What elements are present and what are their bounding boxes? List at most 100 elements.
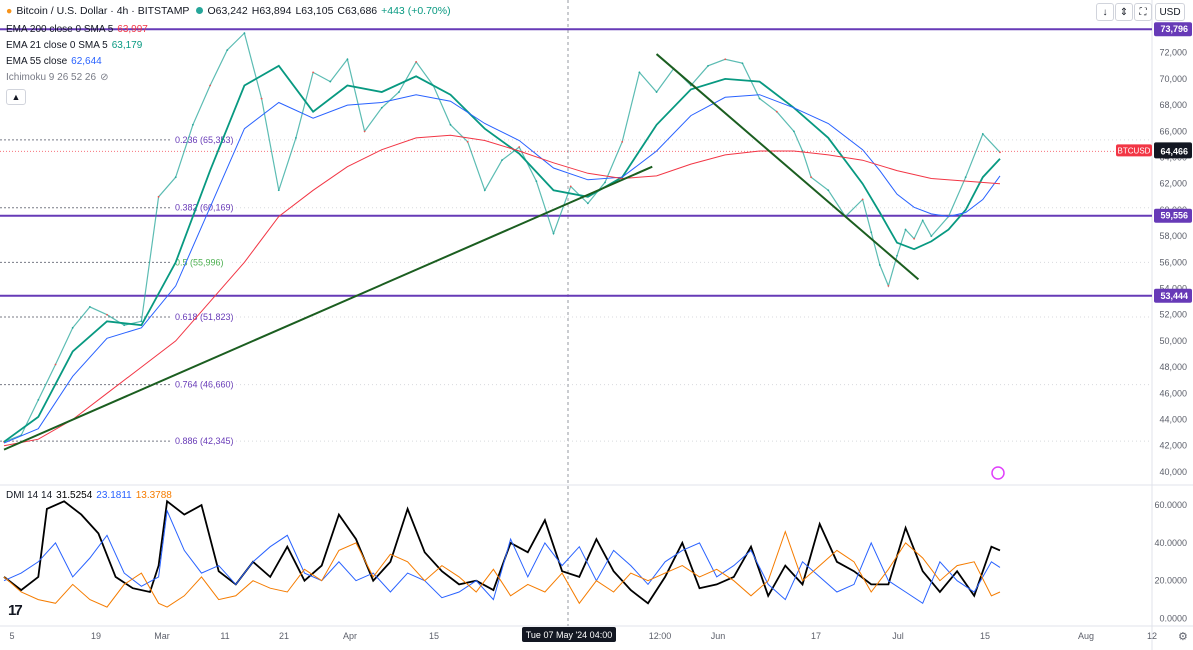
dmi-series-di xyxy=(3,508,1001,605)
price-point xyxy=(226,49,229,52)
dmi-label: DMI 14 14 xyxy=(6,490,53,501)
price-point xyxy=(887,285,890,287)
ohlc-high: H63,894 xyxy=(251,5,292,17)
price-point xyxy=(380,106,383,109)
price-point xyxy=(981,133,984,135)
current-price-label: 64,466 xyxy=(1160,146,1188,156)
symbol-tag-label: BTCUSD xyxy=(1118,146,1151,155)
ohlc-change: +443 (+0.70%) xyxy=(381,5,451,17)
ema21-legend[interactable]: EMA 21 close 0 SMA 5 63,179 xyxy=(6,40,146,52)
price-point xyxy=(741,62,744,65)
price-tick-label: 48,000 xyxy=(1159,362,1187,372)
price-point xyxy=(870,231,873,234)
price-point xyxy=(363,130,366,133)
price-tick-label: 66,000 xyxy=(1159,126,1187,136)
price-point xyxy=(329,80,332,83)
price-tick-label: 46,000 xyxy=(1159,388,1187,398)
dmi-legend[interactable]: DMI 14 14 31.5254 23.1811 13.3788 xyxy=(6,490,176,502)
price-point xyxy=(174,176,177,179)
gear-icon: ⚙ xyxy=(1178,631,1188,643)
time-tick-label: Aug xyxy=(1078,631,1094,641)
ema200-label: EMA 200 close 0 SMA 5 xyxy=(6,24,114,35)
price-point xyxy=(140,320,143,323)
dmi-series-adx xyxy=(3,499,1001,605)
price-point xyxy=(999,151,1001,154)
price-tick-label: 70,000 xyxy=(1159,74,1187,84)
price-point xyxy=(466,140,469,143)
arrow-down-icon[interactable]: ↓ xyxy=(1096,3,1114,21)
time-tick-label: Mar xyxy=(154,631,170,641)
trendline-resistance[interactable] xyxy=(655,53,920,281)
price-point xyxy=(243,32,246,34)
price-point xyxy=(827,189,830,192)
price-tick-label: 72,000 xyxy=(1159,48,1187,58)
price-point xyxy=(295,136,297,139)
series-ema-200 xyxy=(3,134,1001,447)
dmi-plus-value: 23.1811 xyxy=(96,490,132,501)
series-price xyxy=(3,31,1001,443)
time-tick-label: 11 xyxy=(220,631,229,641)
price-point xyxy=(904,228,907,231)
ichimoku-label: Ichimoku 9 26 52 26 xyxy=(6,72,97,83)
price-point xyxy=(123,324,126,327)
legend-collapse-button[interactable]: ▲ xyxy=(6,89,26,105)
fib-level-label: 0.764 (46,660) xyxy=(175,380,234,390)
series-ema-21 xyxy=(3,64,1001,443)
price-point xyxy=(758,97,761,100)
fib-level-label: 0.618 (51,823) xyxy=(175,312,234,322)
dmi-tick-label: 60.0000 xyxy=(1154,500,1187,510)
bitcoin-icon: ● xyxy=(6,5,13,17)
price-point xyxy=(449,123,452,126)
fib-level-label: 0.5 (55,996) xyxy=(175,257,224,267)
eye-hidden-icon[interactable]: ⊘ xyxy=(100,72,109,83)
ema21-value: 63,179 xyxy=(111,40,143,51)
current-price-tag xyxy=(1154,142,1192,159)
level-price-tag xyxy=(1154,288,1192,303)
price-tick-label: 56,000 xyxy=(1159,257,1187,267)
symbol-title: Bitcoin / U.S. Dollar · 4h · BITSTAMP xyxy=(16,5,190,17)
level-price-tag xyxy=(1154,208,1192,223)
level-price-label: 73,796 xyxy=(1160,24,1188,34)
price-point xyxy=(569,185,572,188)
time-tick-label: 15 xyxy=(980,631,990,641)
price-point xyxy=(621,140,624,143)
time-tick-label: Apr xyxy=(343,631,357,641)
ema21-label: EMA 21 close 0 SMA 5 xyxy=(6,40,108,51)
price-point xyxy=(191,123,194,126)
trendline-support[interactable] xyxy=(3,165,653,451)
price-point xyxy=(921,219,924,222)
price-point xyxy=(260,97,263,100)
tradingview-logo-icon: 17 xyxy=(8,602,23,619)
currency-button[interactable]: USD xyxy=(1155,3,1185,21)
maximize-icon[interactable]: ⛶ xyxy=(1134,3,1152,21)
dmi-adx-value: 31.5254 xyxy=(56,490,93,501)
price-point xyxy=(707,64,709,67)
price-point xyxy=(518,146,521,148)
fib-level-label: 0.236 (65,353) xyxy=(175,135,234,145)
symbol-tag xyxy=(1116,144,1152,157)
collapse-icon[interactable]: ⇕ xyxy=(1115,3,1133,21)
ichimoku-legend[interactable]: Ichimoku 9 26 52 26 ⊘ xyxy=(6,72,112,84)
price-tick-label: 50,000 xyxy=(1159,336,1187,346)
price-point xyxy=(552,232,555,235)
price-point xyxy=(878,264,881,266)
ema55-legend[interactable]: EMA 55 close 62,644 xyxy=(6,56,106,68)
dmi-tick-label: 40.0000 xyxy=(1154,538,1187,548)
price-point xyxy=(157,195,160,198)
price-point xyxy=(810,176,813,179)
time-tick-label: 19 xyxy=(91,631,101,641)
price-tick-label: 42,000 xyxy=(1159,441,1187,451)
price-point xyxy=(106,313,108,316)
level-price-label: 53,444 xyxy=(1160,291,1188,301)
ema200-legend[interactable]: EMA 200 close 0 SMA 5 63,997 xyxy=(6,24,152,36)
price-tick-label: 52,000 xyxy=(1159,310,1187,320)
dmi-series-di xyxy=(3,530,1001,608)
dmi-minus-value: 13.3788 xyxy=(135,490,172,501)
price-point xyxy=(861,198,864,201)
ohlc-low: L63,105 xyxy=(295,5,334,17)
price-point xyxy=(638,71,641,74)
sparkle-icon[interactable] xyxy=(991,466,1005,480)
dmi-tick-label: 0.0000 xyxy=(1159,613,1187,623)
